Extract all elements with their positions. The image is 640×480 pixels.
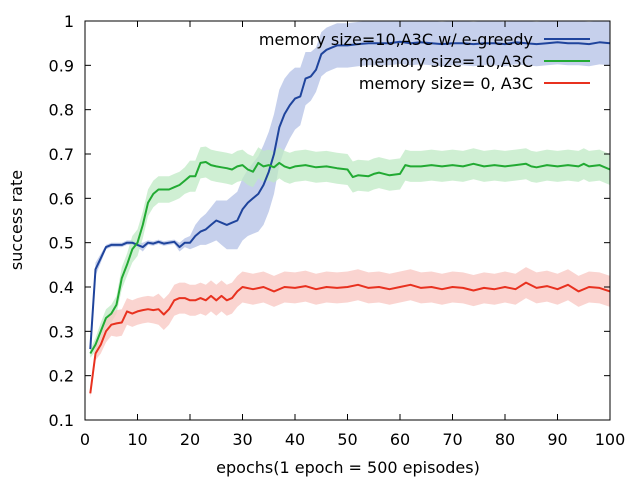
x-tick-label: 60 [390,430,410,449]
x-tick-label: 40 [285,430,305,449]
x-tick-label: 50 [337,430,357,449]
x-tick-label: 10 [127,430,147,449]
x-axis-label: epochs(1 epoch = 500 episodes) [216,458,480,477]
x-tick-label: 0 [80,430,90,449]
y-tick-label: 0.6 [49,189,74,208]
x-tick-label: 90 [547,430,567,449]
x-axis-ticks: 0 10 20 30 40 50 60 70 80 90 100 [80,21,625,449]
confidence-bands [90,21,611,398]
legend-label-2: memory size=10,A3C [359,52,533,71]
series-band-2 [90,146,611,358]
y-tick-label: 1 [64,12,74,31]
series-line-1 [89,40,611,350]
legend-label-3: memory size= 0, A3C [359,74,533,93]
x-tick-label: 30 [232,430,252,449]
series-band-3 [90,267,611,398]
y-tick-label: 0.8 [49,101,74,120]
y-tick-label: 0.5 [49,234,74,253]
y-axis-label: success rate [7,170,26,270]
x-tick-label: 100 [595,430,626,449]
y-tick-label: 0.3 [49,322,74,341]
y-tick-label: 0.1 [49,411,74,430]
x-tick-label: 80 [495,430,515,449]
x-tick-label: 20 [180,430,200,449]
series-band-1 [90,21,611,354]
legend-label-1: memory size=10,A3C w/ e-greedy [259,30,533,49]
y-tick-label: 0.4 [49,278,74,297]
legend: memory size=10,A3C w/ e-greedy memory siz… [259,30,590,93]
series-line-3 [89,281,611,394]
y-tick-label: 0.9 [49,56,74,75]
series-lines [89,40,611,394]
x-tick-label: 70 [442,430,462,449]
y-tick-label: 0.2 [49,367,74,386]
y-tick-label: 0.7 [49,145,74,164]
series-line-2 [89,161,611,355]
y-axis-ticks: 0.1 0.2 0.3 0.4 0.5 0.6 0.7 0.8 0.9 1 [49,12,610,430]
